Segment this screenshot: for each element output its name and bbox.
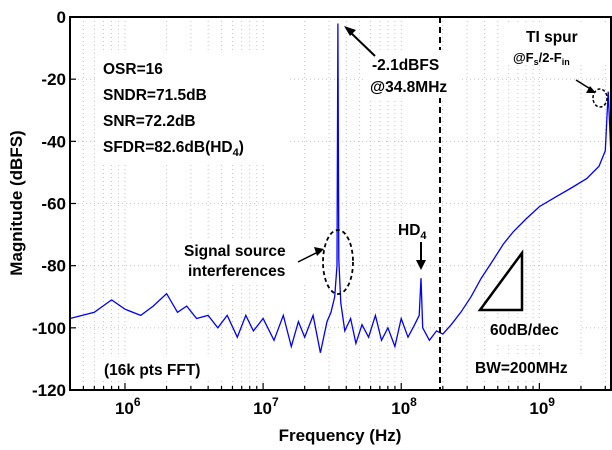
hd4-arrowhead xyxy=(416,260,426,270)
fft-box xyxy=(100,357,230,381)
interference-arrow xyxy=(297,251,319,263)
signal-arrowhead xyxy=(344,26,356,36)
slope-triangle xyxy=(477,249,524,312)
interference-label-line2: interferences xyxy=(188,263,285,280)
y-tick-label: -100 xyxy=(32,319,66,338)
spectrum-series xyxy=(69,23,612,353)
interference-box xyxy=(180,240,308,282)
signal-label-box xyxy=(364,50,462,98)
ti-spur-circle xyxy=(592,88,608,108)
ti-spur-frequency-label: @Fs/2-Fin xyxy=(513,50,570,67)
x-tick-label: 108 xyxy=(391,395,417,418)
y-tick-label: 0 xyxy=(57,8,66,27)
y-tick-label: -20 xyxy=(41,70,66,89)
y-tick-label: -40 xyxy=(41,132,66,151)
ti-spur-arrowhead xyxy=(586,86,596,93)
metric-snr: SNR=72.2dB xyxy=(103,113,196,130)
signal-frequency-label: @34.8MHz xyxy=(370,79,447,96)
signal-level-label: -2.1dBFS xyxy=(372,57,439,74)
slope-label: 60dB/dec xyxy=(490,322,559,339)
metric-osr: OSR=16 xyxy=(103,61,163,78)
x-tick-label: 107 xyxy=(253,395,279,418)
interference-circle xyxy=(322,229,354,295)
slope-box xyxy=(486,318,580,342)
x-tick-label: 109 xyxy=(529,395,555,418)
y-tick-label: -60 xyxy=(41,195,66,214)
y-tick-label: -80 xyxy=(41,257,66,276)
y-tick-label: -120 xyxy=(32,381,66,400)
x-tick-label: 106 xyxy=(115,395,141,418)
x-axis-label: Frequency (Hz) xyxy=(279,426,402,445)
bw-box xyxy=(470,355,588,379)
interference-arrowhead xyxy=(314,247,324,256)
signal-arrow xyxy=(349,31,376,57)
interference-label-line1: Signal source xyxy=(184,243,286,260)
bandwidth-label: BW=200MHz xyxy=(475,360,568,377)
metric-sfdr: SFDR=82.6dB(HD4) xyxy=(103,139,244,159)
ti-spur-label: TI spur xyxy=(526,29,578,46)
spectrum-line xyxy=(69,23,612,353)
fft-points-label: (16k pts FFT) xyxy=(104,362,200,379)
hd4-label: HD4 xyxy=(398,222,427,242)
y-axis-label: Magnitude (dBFS) xyxy=(7,130,26,275)
axis-ticks: 0 -20 -40 -60 -80 -100 -120 106 107 108 109 xyxy=(32,8,606,418)
metric-sndr: SNDR=71.5dB xyxy=(103,87,207,104)
ti-spur-box xyxy=(508,23,608,65)
metrics-box xyxy=(97,52,287,164)
